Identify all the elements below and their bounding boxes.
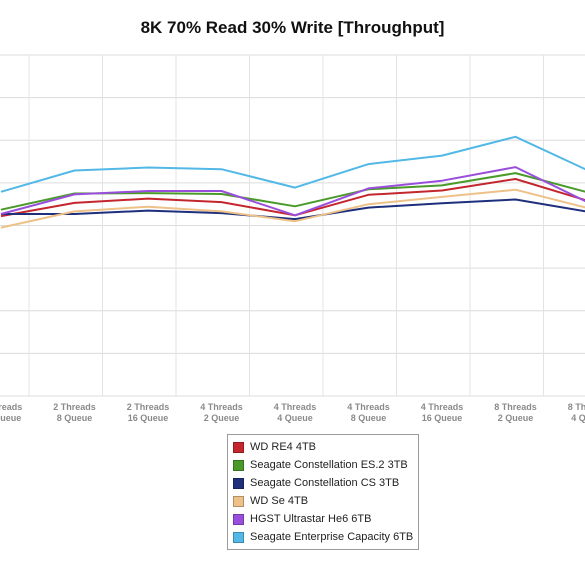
legend: WD RE4 4TB Seagate Constellation ES.2 3TB… — [227, 434, 419, 550]
grid-lines — [0, 54, 585, 397]
legend-item: WD Se 4TB — [228, 492, 418, 510]
legend-label: WD Se 4TB — [250, 495, 309, 507]
series-line-6 — [0, 135, 585, 193]
legend-swatch — [233, 459, 244, 471]
legend-label: Seagate Enterprise Capacity 6TB — [250, 531, 414, 543]
legend-label: HGST Ultrastar He6 6TB — [250, 513, 372, 525]
legend-swatch — [233, 495, 244, 507]
series-line-4 — [0, 188, 585, 229]
legend-swatch — [233, 477, 244, 489]
legend-item: Seagate Constellation CS 3TB — [228, 474, 418, 492]
x-tick-label: 2 Threads 16 Queue — [127, 402, 170, 423]
legend-label: WD RE4 4TB — [250, 441, 317, 453]
legend-item: Seagate Constellation ES.2 3TB — [228, 456, 418, 474]
x-tick-label: 4 Threads 16 Queue — [421, 402, 464, 423]
legend-swatch — [233, 441, 244, 453]
legend-item: Seagate Enterprise Capacity 6TB — [228, 528, 418, 546]
legend-label: Seagate Constellation ES.2 3TB — [250, 459, 408, 471]
x-tick-label: 8 Threads 2 Queue — [494, 402, 537, 423]
legend-label: Seagate Constellation CS 3TB — [250, 477, 400, 489]
series-line-1 — [0, 178, 585, 218]
x-tick-label: 2 Threads 8 Queue — [53, 402, 96, 423]
legend-item: WD RE4 4TB — [228, 438, 418, 456]
legend-item: HGST Ultrastar He6 6TB — [228, 510, 418, 528]
chart-title: 8K 70% Read 30% Write [Throughput] — [140, 18, 445, 37]
x-tick-label: 4 Threads 8 Queue — [347, 402, 390, 423]
series-lines — [0, 135, 585, 229]
x-tick-label: 4 Threads 2 Queue — [200, 402, 243, 423]
series-line-2 — [0, 172, 585, 211]
series-line-5 — [0, 166, 585, 217]
series-line-3 — [1, 198, 585, 221]
legend-swatch — [233, 513, 244, 525]
x-tick-label: 4 Threads 4 Queue — [274, 402, 317, 423]
legend-swatch — [233, 531, 244, 543]
